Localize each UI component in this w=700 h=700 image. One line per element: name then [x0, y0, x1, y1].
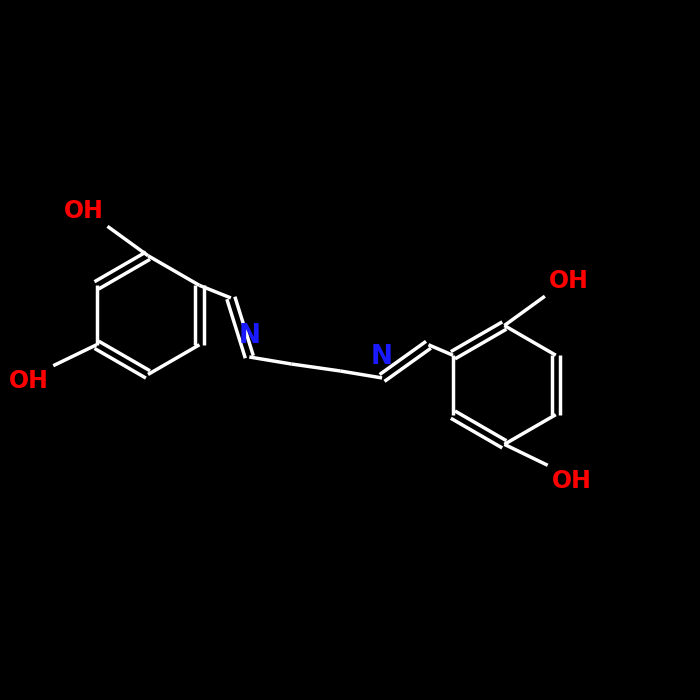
Text: N: N [238, 323, 260, 349]
Text: OH: OH [552, 469, 592, 493]
Text: OH: OH [64, 199, 104, 223]
Text: OH: OH [9, 369, 49, 393]
Text: OH: OH [549, 269, 589, 293]
Text: N: N [371, 344, 393, 370]
